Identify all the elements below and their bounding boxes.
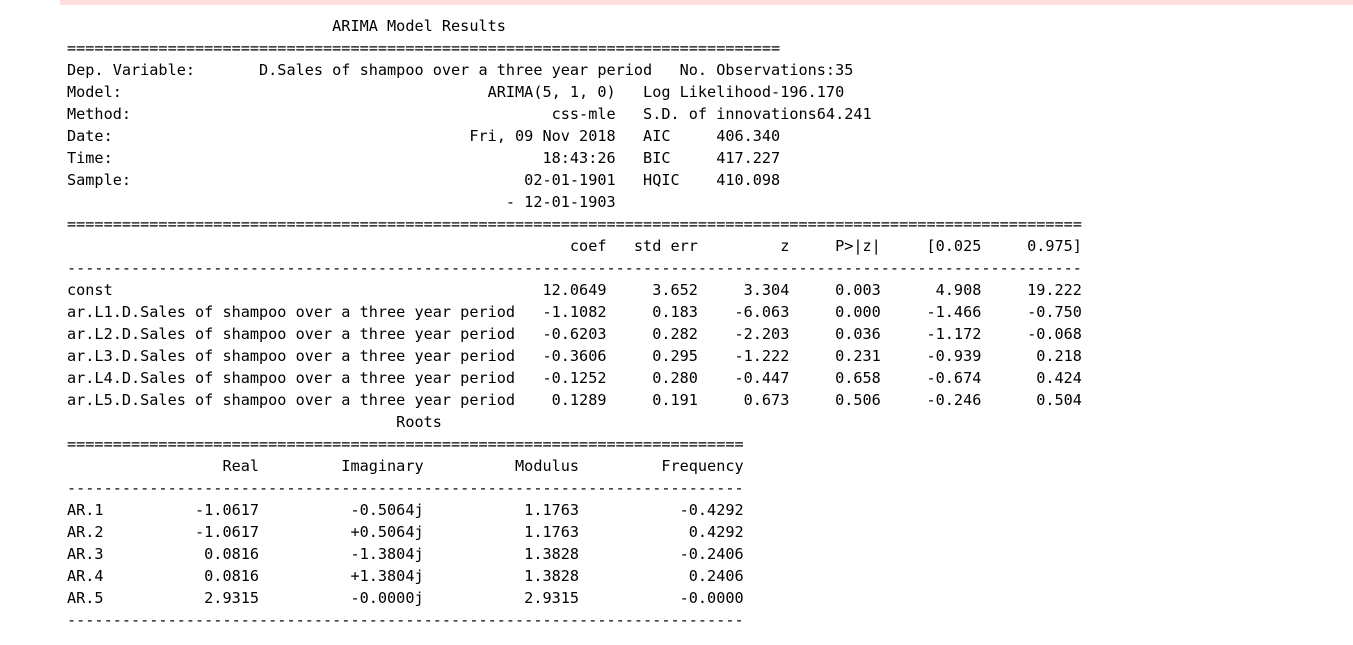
header-row-2: Model: ARIMA(5, 1, 0) Log Likelihood-196… [67, 83, 845, 101]
coef-row-ar-2: ar.L1.D.Sales of shampoo over a three ye… [67, 303, 1082, 321]
separator-line: ========================================… [67, 215, 1082, 233]
coef-row-ar-4: ar.L3.D.Sales of shampoo over a three ye… [67, 347, 1082, 365]
arima-summary-output: ARIMA Model Results =====================… [67, 15, 1082, 631]
separator-line: ----------------------------------------… [67, 611, 744, 629]
roots-row-2: AR.2 -1.0617 +0.5064j 1.1763 0.4292 [67, 523, 744, 541]
coef-row-const-1: const 12.0649 3.652 3.304 0.003 4.908 19… [67, 281, 1082, 299]
roots-table-header: Real Imaginary Modulus Frequency [67, 457, 744, 475]
coef-table-header: coef std err z P>|z| [0.025 0.975] [67, 237, 1082, 255]
roots-row-5: AR.5 2.9315 -0.0000j 2.9315 -0.0000 [67, 589, 744, 607]
separator-line: ========================================… [67, 435, 744, 453]
roots-row-3: AR.3 0.0816 -1.3804j 1.3828 -0.2406 [67, 545, 744, 563]
roots-title: Roots [67, 413, 442, 431]
coef-row-ar-6: ar.L5.D.Sales of shampoo over a three ye… [67, 391, 1082, 409]
roots-row-4: AR.4 0.0816 +1.3804j 1.3828 0.2406 [67, 567, 744, 585]
cell-output-border [60, 0, 1353, 5]
separator-line: ========================================… [67, 39, 781, 57]
header-row-1: Dep. Variable: D.Sales of shampoo over a… [67, 61, 854, 79]
separator-line: ----------------------------------------… [67, 259, 1082, 277]
header-row-4: Date: Fri, 09 Nov 2018 AIC 406.340 [67, 127, 781, 145]
separator-line: ----------------------------------------… [67, 479, 744, 497]
header-row-7: - 12-01-1903 [67, 193, 616, 211]
header-row-6: Sample: 02-01-1901 HQIC 410.098 [67, 171, 781, 189]
roots-row-1: AR.1 -1.0617 -0.5064j 1.1763 -0.4292 [67, 501, 744, 519]
coef-row-ar-3: ar.L2.D.Sales of shampoo over a three ye… [67, 325, 1082, 343]
coef-row-ar-5: ar.L4.D.Sales of shampoo over a three ye… [67, 369, 1082, 387]
header-row-5: Time: 18:43:26 BIC 417.227 [67, 149, 781, 167]
header-row-3: Method: css-mle S.D. of innovations64.24… [67, 105, 872, 123]
summary-title: ARIMA Model Results [67, 17, 506, 35]
